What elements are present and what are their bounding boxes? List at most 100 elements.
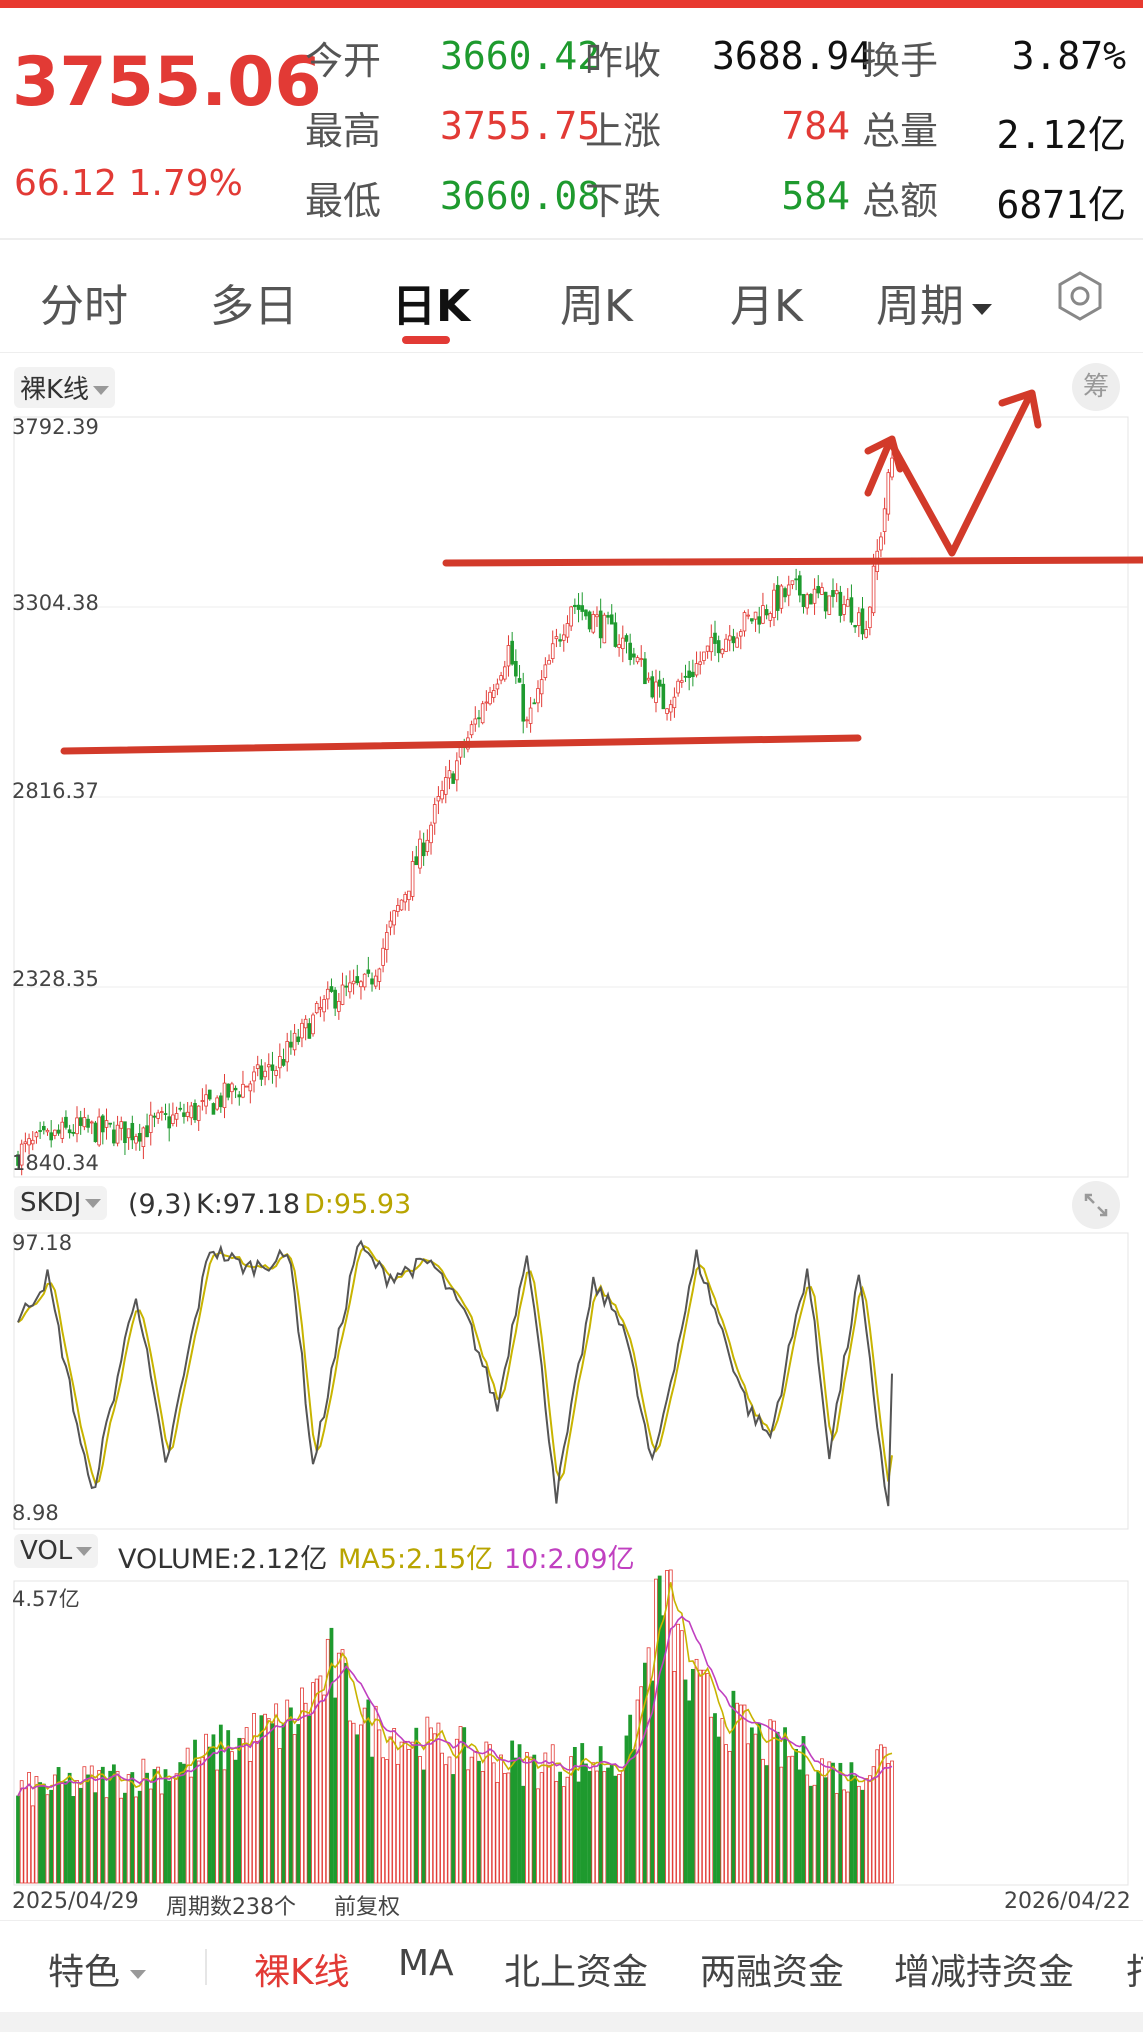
value-volume: 2.12亿 [996, 113, 1126, 157]
candle-body [455, 760, 459, 781]
candle-body [241, 1083, 245, 1098]
trend-annotations [60, 389, 1143, 755]
candle-body [772, 589, 776, 618]
candle-body [27, 1138, 31, 1146]
candle-body [344, 985, 349, 988]
vol-indicator-selector[interactable]: VOL [14, 1534, 99, 1568]
indicator-naked-k[interactable]: 裸K线 [254, 1952, 350, 1993]
volume-bar [167, 1780, 172, 1884]
tab-daily-k[interactable]: 日K [392, 281, 471, 332]
candle-body [620, 637, 625, 650]
skdj-indicator-selector[interactable]: SKDJ [14, 1186, 108, 1220]
volume-bar [370, 1756, 374, 1884]
volume-bar [772, 1720, 776, 1884]
volume-bar [812, 1784, 817, 1884]
candle-body [266, 1064, 271, 1068]
candle-body [414, 856, 419, 866]
tab-period[interactable]: 周期 [876, 270, 992, 334]
candle-body [768, 613, 773, 621]
candle-body [348, 982, 352, 993]
volume-bar [499, 1754, 503, 1884]
volume-bar [820, 1758, 824, 1884]
candle-body [495, 683, 500, 690]
volume-bar [801, 1736, 806, 1884]
volume-bar [174, 1773, 179, 1884]
y-tick-label: 2816.37 [12, 779, 99, 803]
volume-bar [193, 1739, 197, 1884]
support-line [60, 734, 862, 755]
volume-bar [838, 1762, 843, 1884]
candle-body [539, 679, 544, 695]
candle-body [108, 1122, 112, 1125]
candle-body [602, 614, 607, 644]
indicator-ma[interactable]: MA [398, 1943, 454, 1984]
volume-bar [134, 1796, 138, 1884]
candle-body [185, 1111, 190, 1117]
price-adjust-mode[interactable]: 前复权 [334, 1895, 401, 1920]
volume-bar [521, 1785, 526, 1884]
volume-bar [384, 1759, 389, 1884]
volume-bar [875, 1749, 880, 1884]
volume-bar [67, 1772, 72, 1884]
indicator-holding-change[interactable]: 增减持资金 [894, 1952, 1075, 1993]
candle-body [285, 1041, 290, 1063]
candle-body [78, 1117, 83, 1126]
volume-bar [572, 1746, 577, 1884]
candle-body [451, 773, 455, 784]
candle-body [624, 635, 629, 642]
tab-multi-day[interactable]: 多日 [210, 281, 298, 332]
candle-body [373, 975, 378, 987]
volume-bar [458, 1726, 463, 1884]
indicator-partial[interactable]: 打 [1126, 1943, 1143, 1995]
volume-bar [145, 1772, 149, 1884]
candle-body [292, 1032, 297, 1051]
candle-body [521, 684, 526, 722]
value-turnover: 3.87% [1011, 34, 1126, 78]
candle-body [705, 645, 710, 652]
candle-body [340, 984, 345, 1005]
volume-bar [805, 1774, 810, 1884]
label-low: 最低 [305, 179, 382, 223]
hexagon-settings-icon[interactable] [1054, 270, 1106, 322]
candle-body [237, 1094, 242, 1098]
candle-body [101, 1115, 105, 1133]
candle-body [447, 770, 452, 779]
tab-intraday[interactable]: 分时 [40, 281, 128, 332]
candle-body [469, 724, 474, 736]
volume-bar [547, 1764, 551, 1884]
volume-bar [609, 1764, 614, 1884]
skdj-k-value: K:97.18 [196, 1189, 301, 1220]
candle-body [845, 599, 850, 607]
y-tick-label: 1840.34 [12, 1151, 99, 1175]
volume-bar [491, 1762, 496, 1884]
volume-bar [543, 1752, 548, 1884]
feature-menu[interactable]: 特色 [48, 1943, 147, 1995]
kline-type-selector[interactable]: 裸K线 [14, 367, 116, 408]
candle-body [56, 1129, 61, 1134]
tab-weekly-k[interactable]: 周K [560, 281, 633, 332]
candle-body [167, 1116, 171, 1129]
volume-bar [311, 1682, 315, 1884]
value-prev-close: 3688.94 [712, 34, 873, 78]
candle-body [178, 1107, 183, 1110]
volume-bar [668, 1569, 673, 1884]
candle-body [536, 688, 540, 704]
chip-distribution-button[interactable]: 筹 [1072, 363, 1120, 411]
tab-monthly-k[interactable]: 月K [730, 281, 803, 332]
candle-body [595, 614, 599, 618]
expand-button[interactable] [1072, 1181, 1120, 1229]
indicator-northbound[interactable]: 北上资金 [504, 1952, 649, 1993]
volume-bar [480, 1771, 485, 1884]
indicator-margin[interactable]: 两融资金 [700, 1952, 845, 1993]
volume-bar [49, 1789, 54, 1884]
candle-body [263, 1070, 267, 1078]
volume-bar [613, 1775, 618, 1884]
volume-bar [277, 1748, 282, 1884]
volume-bar [561, 1786, 566, 1884]
volume-bar [119, 1797, 124, 1884]
volume-bar [827, 1761, 832, 1884]
skdj-bottom-tick: 8.98 [12, 1501, 59, 1525]
candle-body [617, 644, 621, 648]
volume-bar [52, 1774, 57, 1884]
indicator-bar: 特色 裸K线 MA 北上资金 两融资金 增减持资金 打 [0, 1920, 1143, 2012]
